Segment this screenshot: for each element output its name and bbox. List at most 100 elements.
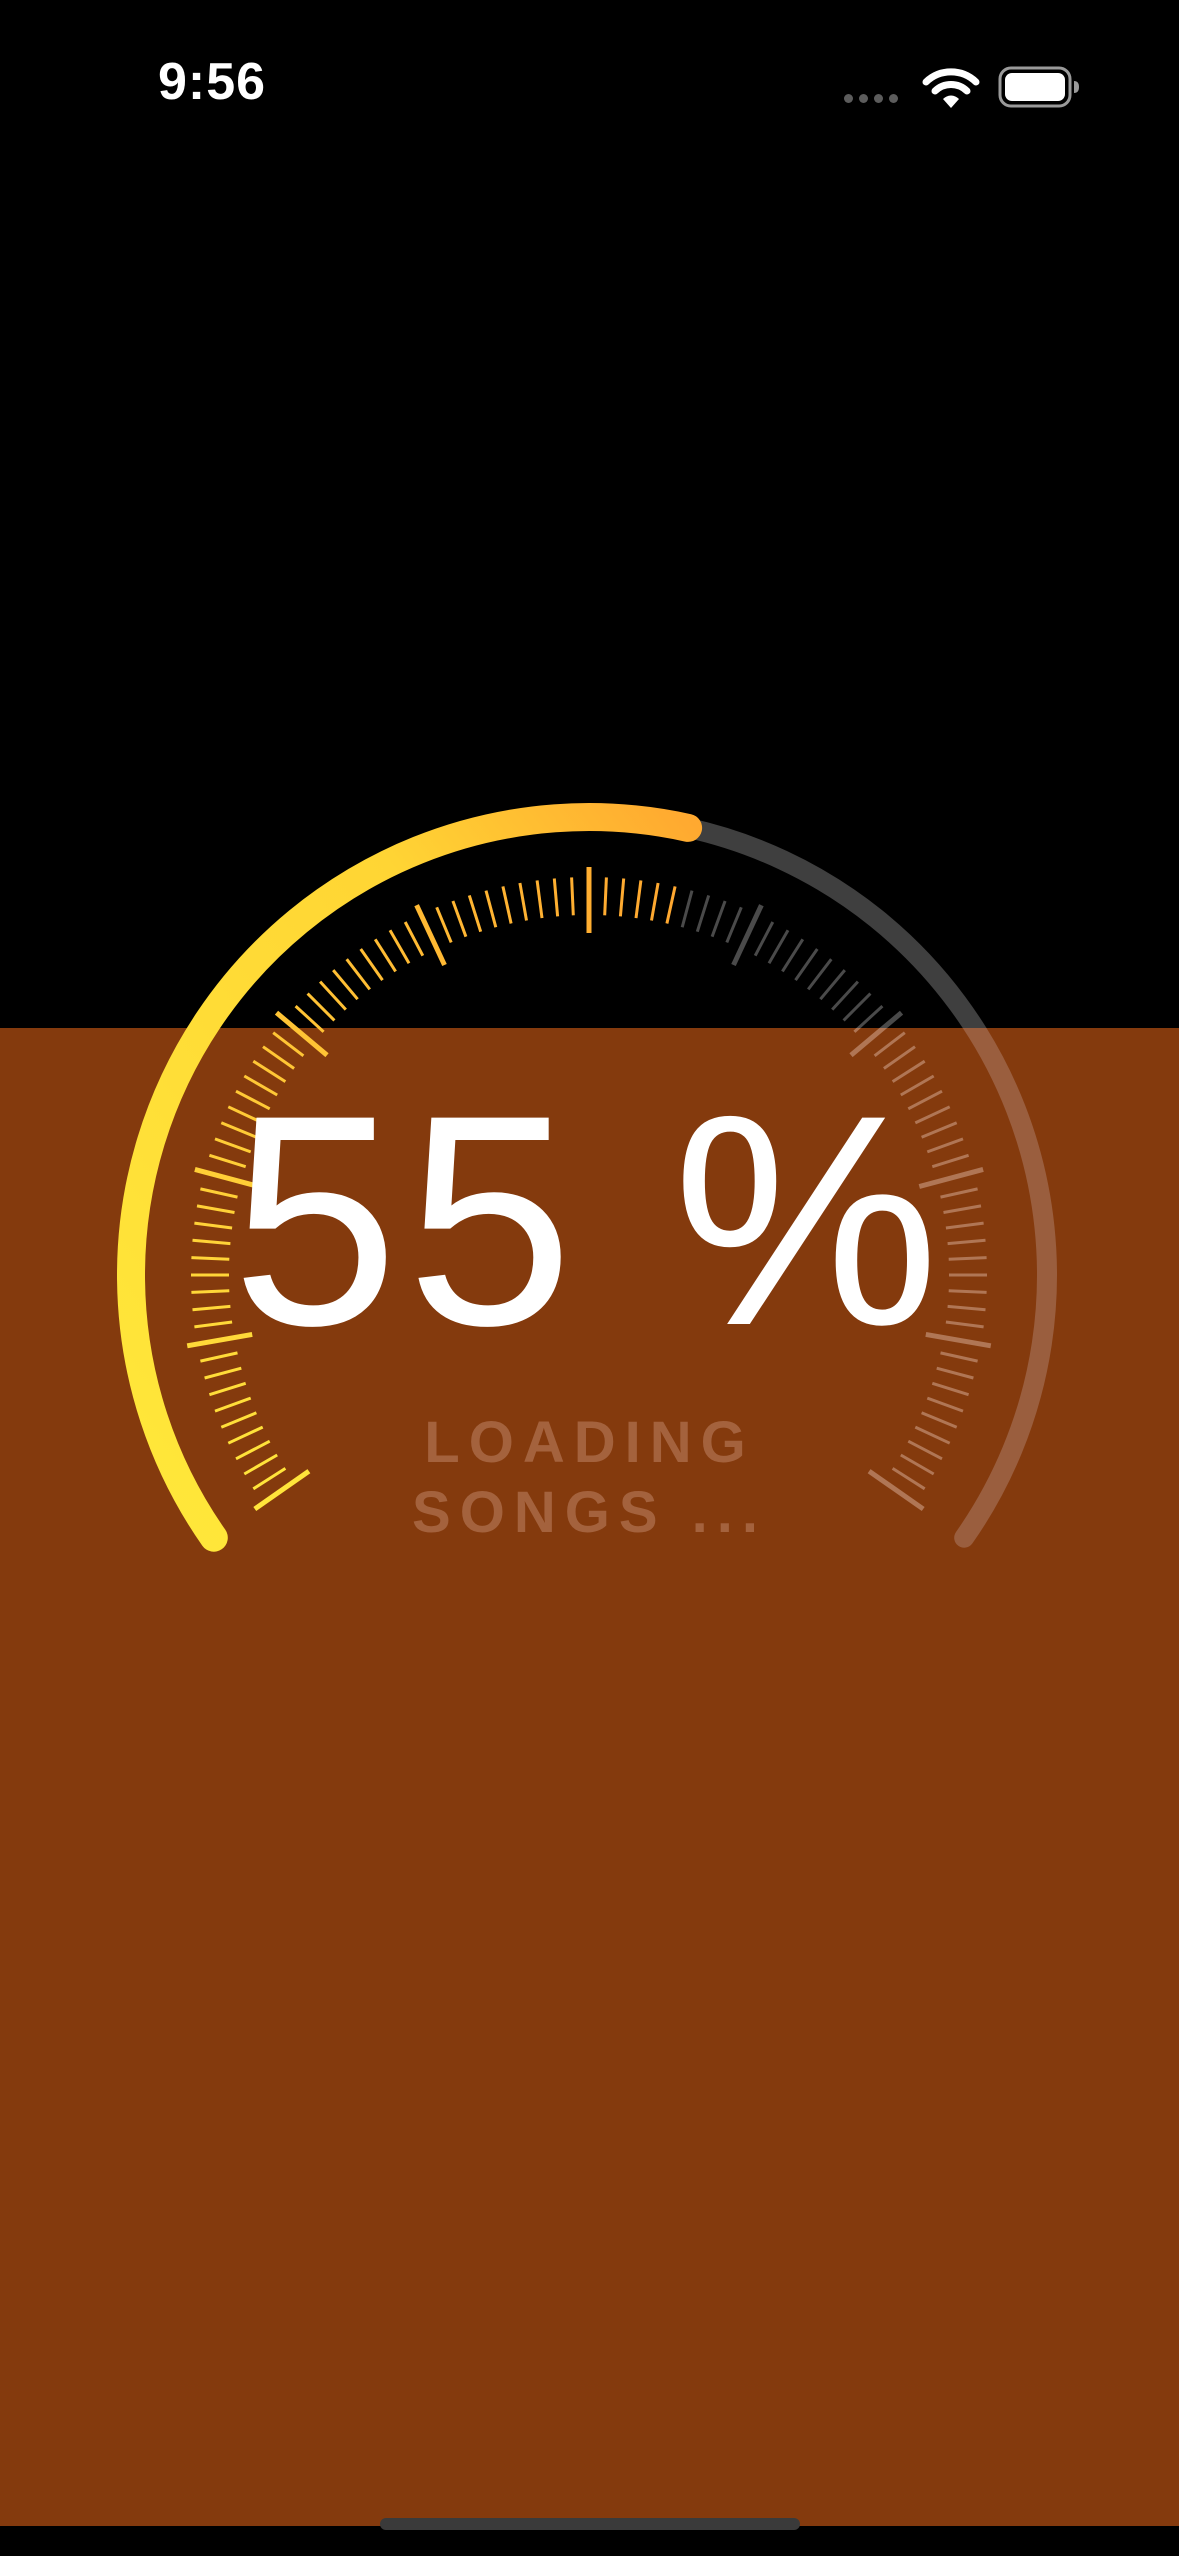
gauge-tick xyxy=(665,886,677,924)
gauge-tick xyxy=(926,1396,964,1413)
gauge-tick xyxy=(294,1004,322,1028)
gauge-tick xyxy=(943,1204,982,1214)
gauge-tick xyxy=(196,1204,235,1214)
gauge-tick xyxy=(921,1121,958,1139)
gauge-tick xyxy=(921,1411,958,1429)
gauge-tick xyxy=(451,900,468,938)
gauge-tick xyxy=(618,878,626,917)
loading-status: LOADING SONGS ... xyxy=(0,1408,1179,1548)
gauge-tick xyxy=(948,1256,987,1261)
gauge-tick xyxy=(947,1304,986,1312)
gauge-tick xyxy=(891,1059,926,1083)
gauge-tick xyxy=(794,948,819,981)
gauge-tick xyxy=(883,1045,916,1070)
gauge-tick xyxy=(191,1256,230,1261)
gauge-tick xyxy=(253,1469,311,1512)
bottom-background xyxy=(0,1028,1179,2526)
gauge-tick xyxy=(725,906,743,943)
gauge-tick xyxy=(227,1105,264,1125)
gauge-tick xyxy=(208,1381,247,1397)
gauge-tick xyxy=(332,969,359,1001)
gauge-tick xyxy=(940,1187,978,1199)
gauge-tick xyxy=(947,1238,986,1246)
gauge-tick xyxy=(243,1074,278,1097)
gauge-tick xyxy=(535,880,544,919)
gauge-tick xyxy=(650,882,660,921)
wifi-icon xyxy=(922,68,980,108)
gauge-tick xyxy=(891,1467,926,1491)
gauge-tick xyxy=(192,1238,231,1246)
gauge-tick xyxy=(680,890,694,928)
progress-arc xyxy=(117,803,703,1552)
gauge-tick xyxy=(849,1028,888,1058)
gauge-tick xyxy=(931,1381,970,1397)
progress-track-lower xyxy=(954,1028,1057,1548)
gauge-tick xyxy=(867,1469,925,1512)
progress-track xyxy=(678,817,987,1028)
gauge-tick xyxy=(318,980,347,1011)
gauge-tick xyxy=(214,1396,252,1413)
percent-label: 55 % xyxy=(231,1052,948,1388)
gauge-tick xyxy=(842,992,872,1022)
gauge-tick xyxy=(936,1366,974,1380)
gauge-tick xyxy=(191,1289,230,1294)
loading-line-1: LOADING xyxy=(424,1410,755,1475)
gauge-tick xyxy=(518,882,528,921)
status-time: 9:56 xyxy=(158,53,267,111)
loading-line-2: SONGS ... xyxy=(412,1480,767,1545)
battery-icon xyxy=(998,66,1079,108)
gauge-tick xyxy=(753,921,775,957)
gauge-tick xyxy=(306,992,336,1022)
gauge-tick xyxy=(856,1004,884,1028)
signal-dots-icon xyxy=(844,94,898,103)
gauge-tick xyxy=(873,1031,906,1057)
gauge-tick xyxy=(192,1304,231,1312)
home-indicator[interactable] xyxy=(380,2518,800,2530)
gauge-tick xyxy=(220,1411,257,1429)
gauge-tick xyxy=(914,1425,951,1445)
gauge-tick xyxy=(220,1121,257,1139)
gauge-tick xyxy=(807,958,833,991)
gauge-tick xyxy=(388,929,411,964)
gauge-tick xyxy=(900,1074,935,1097)
gauge-tick xyxy=(948,1289,987,1294)
gauge-tick xyxy=(570,877,575,916)
gauge-tick xyxy=(940,1351,978,1363)
gauge-tick xyxy=(900,1453,935,1476)
gauge-tick xyxy=(467,894,483,933)
gauge-tick xyxy=(695,894,711,933)
gauge-tick xyxy=(918,1166,984,1189)
gauge-tick xyxy=(403,921,425,957)
gauge-tick xyxy=(781,938,805,973)
gauge-tick xyxy=(208,1153,247,1169)
gauge-tick xyxy=(214,1137,252,1154)
gauge-tick xyxy=(819,969,846,1001)
gauge-tick xyxy=(931,1153,970,1169)
gauge-tick xyxy=(262,1045,295,1070)
gauge-tick xyxy=(252,1059,287,1083)
gauge-tick xyxy=(831,980,860,1011)
gauge-tick xyxy=(907,1439,943,1461)
gauge-tick xyxy=(945,1221,984,1230)
bottom-strip xyxy=(0,2526,1179,2556)
gauge-tick xyxy=(945,1320,984,1329)
gauge-tick xyxy=(194,1166,260,1189)
gauge-tick xyxy=(926,1137,964,1154)
gauge-tick xyxy=(914,1105,951,1125)
gauge-tick xyxy=(634,880,643,919)
gauge-tick xyxy=(194,1320,233,1329)
gauge-tick xyxy=(435,906,453,943)
gauge-tick xyxy=(501,886,513,924)
gauge-tick xyxy=(227,1425,264,1445)
top-background xyxy=(0,0,1179,1028)
gauge-tick xyxy=(290,1028,329,1058)
gauge-tick xyxy=(414,904,447,967)
gauge-tick xyxy=(603,877,608,916)
gauge-tick xyxy=(194,1221,233,1230)
gauge-tick xyxy=(186,1331,253,1349)
gauge-tick xyxy=(243,1453,278,1476)
gauge-tick xyxy=(204,1366,242,1380)
gauge-tick xyxy=(767,929,790,964)
